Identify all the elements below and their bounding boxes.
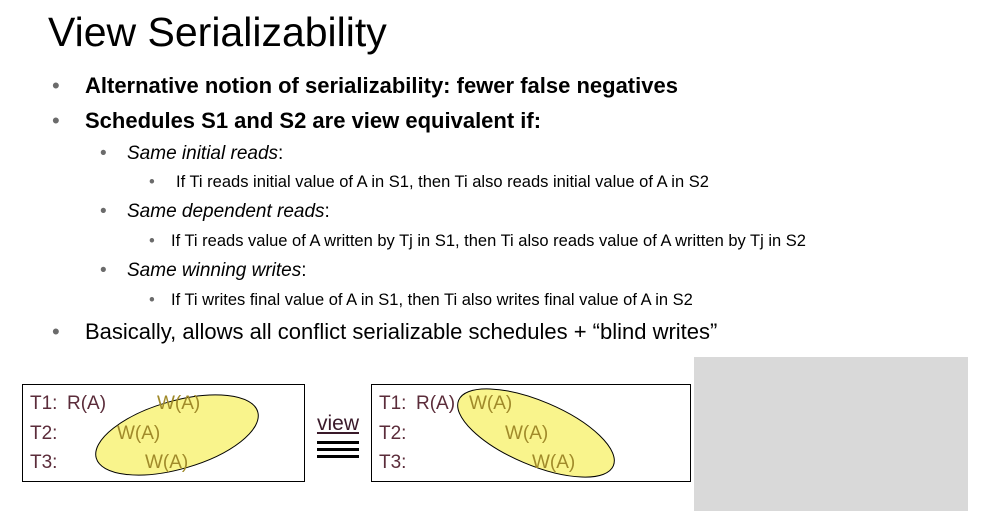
- sub-bullet-label: Same dependent reads: [127, 201, 325, 222]
- schedule-s2-t1-write: W(A): [469, 393, 512, 415]
- schedule-s2-txn-label: T3:: [379, 452, 406, 474]
- equiv-bar: [317, 455, 359, 458]
- view-label: view: [316, 412, 360, 436]
- bullet-view-equivalent: Schedules S1 and S2 are view equivalent …: [85, 107, 541, 135]
- placeholder-box: [694, 357, 968, 511]
- detail-bullet-dot: •: [149, 230, 155, 252]
- schedule-s2-t2-write: W(A): [505, 423, 548, 445]
- bullet-dot: •: [52, 318, 60, 346]
- detail-bullet-dot: •: [149, 289, 155, 311]
- sub-bullet-colon: :: [325, 201, 330, 222]
- equiv-bar: [317, 448, 359, 451]
- schedule-s2-txn-label: T2:: [379, 423, 406, 445]
- sub-bullet-winning-writes: Same winning writes:: [127, 259, 307, 283]
- schedule-s2-t3-write: W(A): [532, 452, 575, 474]
- detail-dependent-reads: If Ti reads value of A written by Tj in …: [171, 230, 806, 252]
- schedule-s1-box: T1: R(A) W(A) T2: W(A) T3: W(A): [22, 384, 305, 482]
- bullet-alternative-notion: Alternative notion of serializability: f…: [85, 72, 678, 100]
- bullet-dot: •: [52, 107, 60, 135]
- detail-initial-reads: If Ti reads initial value of A in S1, th…: [176, 171, 709, 193]
- sub-bullet-dot: •: [100, 200, 107, 224]
- slide-title: View Serializability: [48, 6, 387, 58]
- sub-bullet-dot: •: [100, 142, 107, 166]
- sub-bullet-dependent-reads: Same dependent reads:: [127, 200, 330, 224]
- schedule-s1-t3-write: W(A): [145, 452, 188, 474]
- view-equivalence-symbol: view: [316, 412, 360, 460]
- schedule-s1-t2-write: W(A): [117, 423, 160, 445]
- schedule-s1-txn-label: T1:: [30, 393, 57, 415]
- sub-bullet-colon: :: [278, 143, 283, 164]
- schedule-s1-txn-label: T2:: [30, 423, 57, 445]
- sub-bullet-label: Same initial reads: [127, 143, 278, 164]
- detail-winning-writes: If Ti writes final value of A in S1, the…: [171, 289, 693, 311]
- sub-bullet-dot: •: [100, 259, 107, 283]
- schedule-s1-txn-label: T3:: [30, 452, 57, 474]
- bullet-dot: •: [52, 72, 60, 100]
- detail-bullet-dot: •: [149, 171, 155, 193]
- sub-bullet-label: Same winning writes: [127, 260, 301, 281]
- schedule-s1-t1-read: R(A): [67, 393, 106, 415]
- schedule-s2-txn-label: T1:: [379, 393, 406, 415]
- bullet-basically: Basically, allows all conflict serializa…: [85, 318, 717, 346]
- schedule-s1-t1-write: W(A): [157, 393, 200, 415]
- sub-bullet-colon: :: [301, 260, 306, 281]
- schedule-s2-t1-read: R(A): [416, 393, 455, 415]
- equiv-bar: [317, 441, 359, 444]
- sub-bullet-initial-reads: Same initial reads:: [127, 142, 283, 166]
- schedule-s2-box: T1: R(A) W(A) T2: W(A) T3: W(A): [371, 384, 691, 482]
